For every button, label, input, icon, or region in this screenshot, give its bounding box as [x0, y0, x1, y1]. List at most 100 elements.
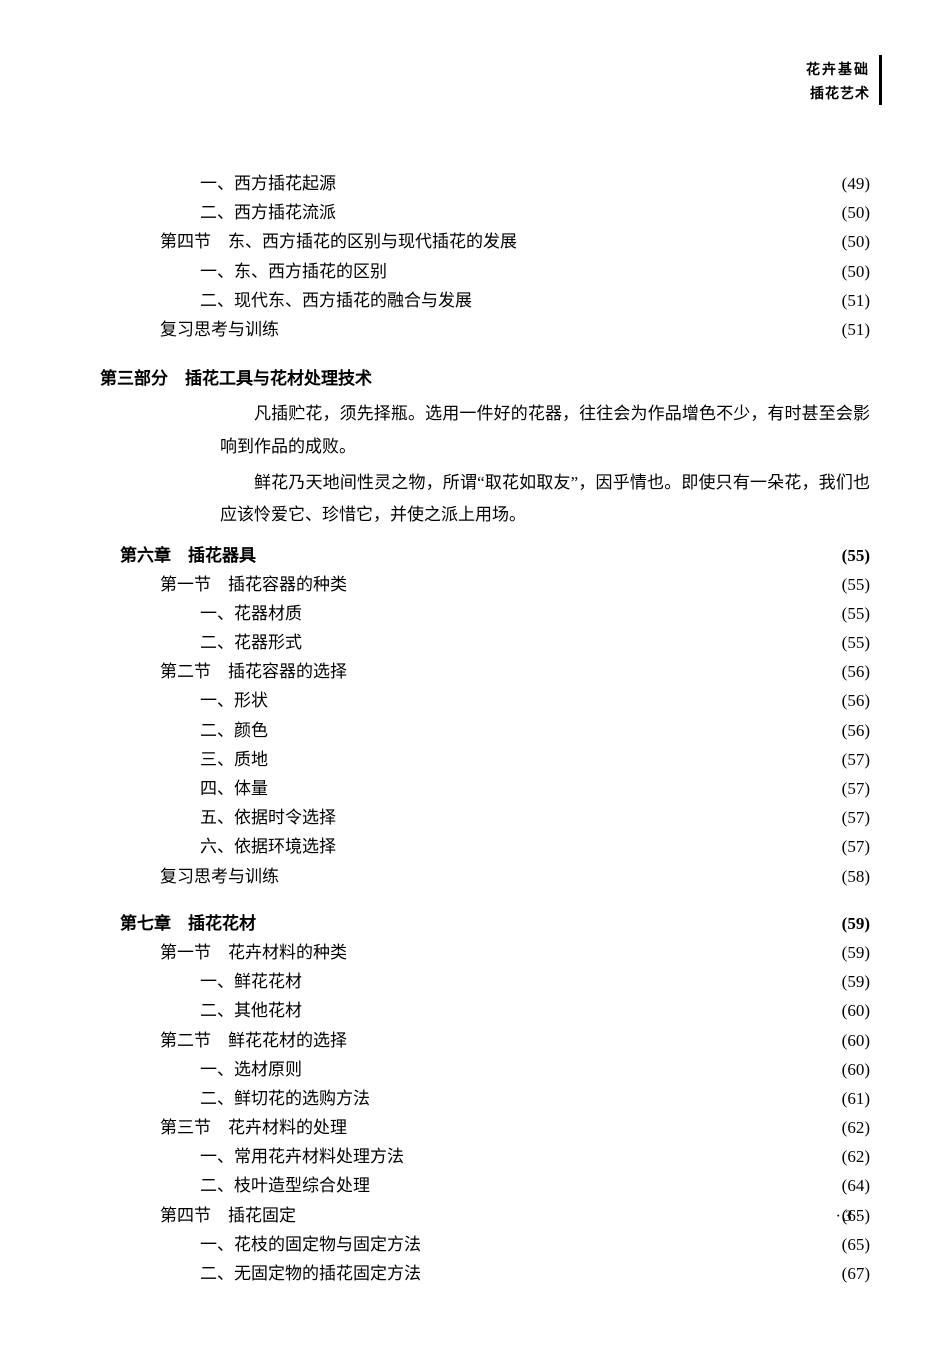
toc-page: (65) [842, 1231, 870, 1258]
toc-label: 二、颜色 [200, 717, 268, 744]
toc-label: 一、形状 [200, 687, 268, 714]
toc-label: 第四节 东、西方插花的区别与现代插花的发展 [160, 228, 517, 255]
toc-label: 第四节 插花固定 [160, 1202, 296, 1229]
toc-row: 第三节 花卉材料的处理 (62) [100, 1114, 870, 1141]
toc-label: 二、花器形式 [200, 629, 302, 656]
toc-row: 一、西方插花起源 (49) [100, 170, 870, 197]
toc-row: 二、现代东、西方插花的融合与发展 (51) [100, 287, 870, 314]
toc-label: 五、依据时令选择 [200, 804, 336, 831]
toc-page: (56) [842, 717, 870, 744]
toc-label: 一、花器材质 [200, 600, 302, 627]
toc-page: (50) [842, 258, 870, 285]
toc-label: 二、鲜切花的选购方法 [200, 1085, 370, 1112]
toc-row: 二、无固定物的插花固定方法 (67) [100, 1260, 870, 1287]
toc-row: 五、依据时令选择 (57) [100, 804, 870, 831]
page-header-logo: 花卉基础 插花艺术 [806, 60, 870, 107]
toc-row: 一、鲜花花材 (59) [100, 968, 870, 995]
toc-label: 二、西方插花流派 [200, 199, 336, 226]
toc-label: 一、选材原则 [200, 1056, 302, 1083]
toc-page: (60) [842, 1027, 870, 1054]
toc-page: (57) [842, 746, 870, 773]
toc-row: 二、颜色 (56) [100, 717, 870, 744]
toc-row: 第四节 插花固定(65) [100, 1202, 870, 1229]
toc-page: (56) [842, 687, 870, 714]
toc-row: 二、枝叶造型综合处理 (64) [100, 1172, 870, 1199]
toc-page: (61) [842, 1085, 870, 1112]
toc-label: 复习思考与训练 [160, 316, 279, 343]
toc-page: (49) [842, 170, 870, 197]
toc-page: (55) [842, 600, 870, 627]
toc-label: 一、常用花卉材料处理方法 [200, 1143, 404, 1170]
toc-row: 二、西方插花流派 (50) [100, 199, 870, 226]
toc-row: 第四节 东、西方插花的区别与现代插花的发展 (50) [100, 228, 870, 255]
toc-row: 一、花器材质 (55) [100, 600, 870, 627]
toc-label: 四、体量 [200, 775, 268, 802]
toc-row: 二、花器形式 (55) [100, 629, 870, 656]
toc-row: 复习思考与训练 (58) [100, 863, 870, 890]
toc-row: 一、选材原则 (60) [100, 1056, 870, 1083]
part3-intro-p2: 鲜花乃天地间性灵之物，所谓“取花如取友”，因乎情也。即使只有一朵花，我们也应该怜… [220, 467, 870, 532]
part3-intro-p1: 凡插贮花，须先择瓶。选用一件好的花器，往往会为作品增色不少，有时甚至会影响到作品… [220, 398, 870, 463]
toc-row: 三、质地 (57) [100, 746, 870, 773]
toc-label: 二、现代东、西方插花的融合与发展 [200, 287, 472, 314]
toc-row: 二、其他花材 (60) [100, 997, 870, 1024]
part3-title: 第三部分 插花工具与花材处理技术 [100, 365, 870, 392]
toc-page: (51) [842, 316, 870, 343]
toc-page: (60) [842, 1056, 870, 1083]
toc-row: 第二节 插花容器的选择 (56) [100, 658, 870, 685]
toc-page: (59) [842, 968, 870, 995]
toc-row: 一、花枝的固定物与固定方法 (65) [100, 1231, 870, 1258]
toc-label: 六、依据环境选择 [200, 833, 336, 860]
toc-page: (56) [842, 658, 870, 685]
toc-page: (50) [842, 228, 870, 255]
toc-row: 二、鲜切花的选购方法 (61) [100, 1085, 870, 1112]
toc-row: 六、依据环境选择 (57) [100, 833, 870, 860]
toc-label: 一、鲜花花材 [200, 968, 302, 995]
toc-page: (60) [842, 997, 870, 1024]
toc-label: 第二节 插花容器的选择 [160, 658, 347, 685]
part3-intro: 凡插贮花，须先择瓶。选用一件好的花器，往往会为作品增色不少，有时甚至会影响到作品… [100, 398, 870, 531]
toc-label: 一、东、西方插花的区别 [200, 258, 387, 285]
toc-page: (64) [842, 1172, 870, 1199]
toc-label: 第一节 花卉材料的种类 [160, 939, 347, 966]
toc-page: (51) [842, 287, 870, 314]
toc-label: 一、西方插花起源 [200, 170, 336, 197]
toc-row: 四、体量 (57) [100, 775, 870, 802]
toc-label: 三、质地 [200, 746, 268, 773]
toc-page: (57) [842, 804, 870, 831]
toc-page: (59) [842, 910, 870, 937]
toc-row: 第六章 插花器具 (55) [100, 542, 870, 569]
toc-row: 一、形状 (56) [100, 687, 870, 714]
toc-page: (58) [842, 863, 870, 890]
toc-row: 第一节 花卉材料的种类 (59) [100, 939, 870, 966]
toc-page: (55) [842, 542, 870, 569]
toc-row: 第二节 鲜花花材的选择 (60) [100, 1027, 870, 1054]
toc-page: (59) [842, 939, 870, 966]
header-line2: 插花艺术 [806, 84, 870, 106]
toc-label: 第六章 插花器具 [120, 542, 256, 569]
toc-content: 一、西方插花起源(49)二、西方插花流派(50)第四节 东、西方插花的区别与现代… [100, 170, 870, 1287]
toc-page: (55) [842, 629, 870, 656]
toc-page: (55) [842, 571, 870, 598]
toc-row: 一、东、西方插花的区别 (50) [100, 258, 870, 285]
toc-row: 复习思考与训练 (51) [100, 316, 870, 343]
toc-row: 第七章 插花花材 (59) [100, 910, 870, 937]
toc-label: 一、花枝的固定物与固定方法 [200, 1231, 421, 1258]
toc-page: (57) [842, 833, 870, 860]
toc-page: (62) [842, 1143, 870, 1170]
toc-page: (57) [842, 775, 870, 802]
toc-label: 第二节 鲜花花材的选择 [160, 1027, 347, 1054]
toc-label: 二、无固定物的插花固定方法 [200, 1260, 421, 1287]
header-line1: 花卉基础 [806, 60, 870, 82]
toc-label: 二、其他花材 [200, 997, 302, 1024]
toc-page: (50) [842, 199, 870, 226]
toc-label: 二、枝叶造型综合处理 [200, 1172, 370, 1199]
toc-page: (67) [842, 1260, 870, 1287]
toc-row: 一、常用花卉材料处理方法 (62) [100, 1143, 870, 1170]
page-number: · 3 · [836, 1204, 860, 1230]
toc-row: 第一节 插花容器的种类(55) [100, 571, 870, 598]
toc-page: (62) [842, 1114, 870, 1141]
toc-label: 第七章 插花花材 [120, 910, 256, 937]
toc-label: 第三节 花卉材料的处理 [160, 1114, 347, 1141]
toc-label: 复习思考与训练 [160, 863, 279, 890]
